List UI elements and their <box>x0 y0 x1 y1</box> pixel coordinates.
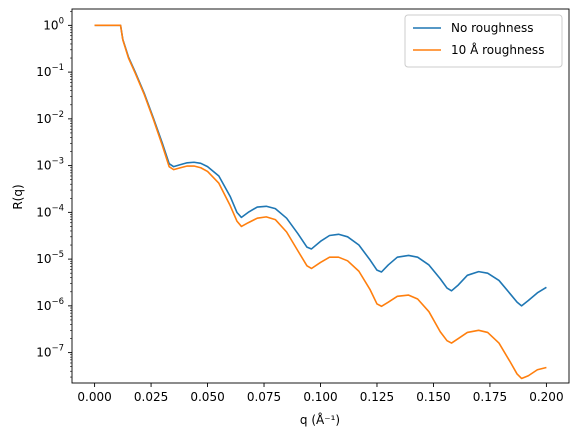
legend-box <box>404 14 563 68</box>
legend-label: 10 Å roughness <box>451 42 544 57</box>
y-tick-label: 100 <box>43 16 64 32</box>
y-tick-label: 10−3 <box>36 157 64 173</box>
x-tick-label: 0.100 <box>303 390 337 404</box>
series-line-1 <box>94 24 547 307</box>
x-tick-label: 0.175 <box>473 390 507 404</box>
y-axis-ticks: 100 10−1 10−2 10−3 10−4 10−5 10−6 10−7 <box>36 10 72 378</box>
x-axis-label: q (Å⁻¹) <box>300 412 340 427</box>
x-tick-label: 0.000 <box>77 390 111 404</box>
legend: No roughness 10 Å roughness <box>404 14 563 68</box>
x-tick-label: 0.075 <box>247 390 281 404</box>
y-tick-label: 10−2 <box>36 110 64 126</box>
legend-label: No roughness <box>451 21 533 35</box>
x-tick-label: 0.050 <box>190 390 224 404</box>
y-axis-label: R(q) <box>11 184 25 209</box>
y-tick-label: 10−5 <box>36 250 64 266</box>
x-tick-label: 0.125 <box>360 390 394 404</box>
y-tick-label: 10−7 <box>36 344 64 360</box>
y-tick-label: 10−1 <box>36 63 64 79</box>
y-tick-label: 10−6 <box>36 297 64 313</box>
y-tick-label: 10−4 <box>36 203 64 219</box>
x-axis-ticks: 0.000 0.025 0.050 0.075 0.100 0.125 0.150 0.175… <box>77 383 564 404</box>
x-tick-label: 0.150 <box>416 390 450 404</box>
x-tick-label: 0.200 <box>529 390 563 404</box>
series-line-2 <box>94 24 547 380</box>
x-tick-label: 0.025 <box>134 390 168 404</box>
